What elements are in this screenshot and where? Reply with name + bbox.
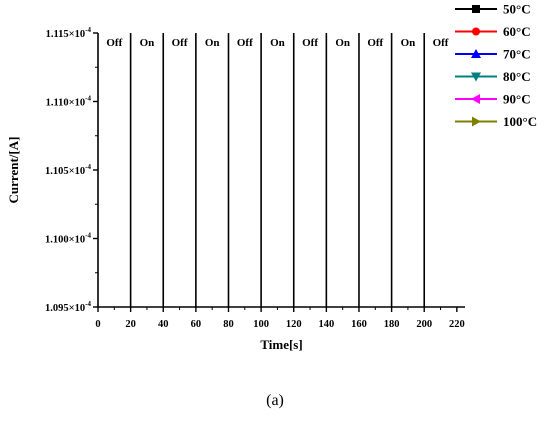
phase-label: On [205,37,220,49]
phase-label: On [270,37,285,49]
phase-label: Off [433,37,449,49]
x-tick-label: 200 [416,319,432,330]
legend-label: 70°C [503,47,531,62]
legend-marker-triangle-icon [471,94,480,104]
legend-label: 60°C [503,24,531,39]
phase-label: Off [237,37,253,49]
legend-label: 90°C [503,92,531,107]
axes: 0 20 40 60 80 100 120 140 160 180 200 220 1.095×10-4… [45,26,465,330]
y-tick-label: 1.115×10-4 [46,26,92,40]
x-tick-label: 100 [253,319,269,330]
x-tick-label: 80 [223,319,234,330]
phase-label: On [335,37,350,49]
x-tick-label: 40 [158,319,169,330]
legend-item: 50°C [455,2,531,17]
y-axis-title: Current/[A] [6,137,21,204]
legend-item: 70°C [455,47,531,62]
legend-marker-triangle-icon [472,116,481,127]
x-axis-title: Time[s] [260,337,302,352]
legend-marker-square-icon [472,5,480,13]
x-tick-label: 20 [125,319,136,330]
x-tick-label: 0 [95,319,100,330]
legend-marker-triangle-icon [471,49,481,58]
phase-label: Off [367,37,383,49]
phase-labels: Off On Off On Off On Off On Off On Off [106,37,448,49]
legend-label: 80°C [503,69,531,84]
figure-caption: (a) [266,392,284,409]
x-tick-label: 160 [351,319,367,330]
x-tick-label: 120 [286,319,302,330]
legend-label: 50°C [503,2,531,17]
phase-label: On [140,37,155,49]
y-tick-label: 1.095×10-4 [45,300,91,314]
y-tick-label: 1.100×10-4 [45,232,91,246]
legend-item: 100°C [455,114,537,129]
legend: 50°C 60°C 70°C 80°C 90°C 100°C [455,2,537,129]
y-tick-label: 1.105×10-4 [45,163,91,177]
x-tick-label: 60 [191,319,202,330]
phase-label: Off [106,37,122,49]
legend-item: 90°C [455,92,531,107]
legend-label: 100°C [503,114,537,129]
legend-item: 80°C [455,69,531,84]
legend-item: 60°C [455,24,531,39]
x-tick-label: 180 [384,319,400,330]
phase-label: On [401,37,416,49]
legend-marker-triangle-icon [471,72,481,82]
x-tick-label: 140 [318,319,334,330]
phase-boundary-lines [129,33,426,307]
legend-marker-circle-icon [472,27,480,36]
phase-label: Off [302,37,318,49]
phase-label: Off [172,37,188,49]
y-tick-label: 1.110×10-4 [46,95,92,109]
x-tick-label: 220 [449,319,465,330]
